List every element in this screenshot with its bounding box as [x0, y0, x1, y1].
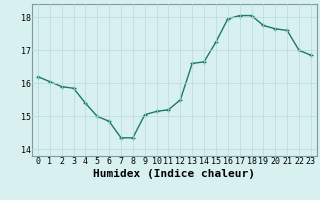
X-axis label: Humidex (Indice chaleur): Humidex (Indice chaleur) — [93, 169, 255, 179]
